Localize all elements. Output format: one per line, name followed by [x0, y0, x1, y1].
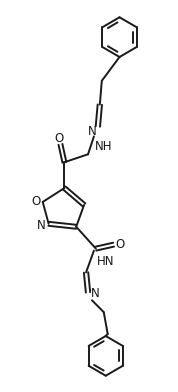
Text: O: O — [55, 132, 64, 145]
Text: O: O — [115, 238, 124, 251]
Text: NH: NH — [95, 140, 112, 153]
Text: N: N — [37, 219, 46, 232]
Text: HN: HN — [97, 255, 114, 268]
Text: N: N — [88, 125, 96, 138]
Text: O: O — [31, 196, 40, 209]
Text: N: N — [91, 287, 99, 300]
